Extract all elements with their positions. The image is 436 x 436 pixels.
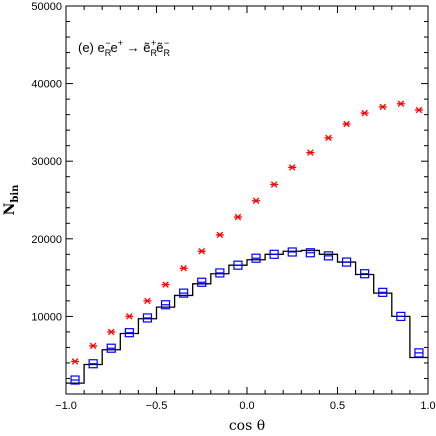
x-tick-label: −1.0 bbox=[55, 400, 77, 412]
red-point bbox=[215, 231, 224, 239]
blue-point bbox=[414, 348, 424, 358]
blue-point bbox=[88, 359, 98, 369]
red-point bbox=[360, 109, 369, 117]
x-tick-label: −0.5 bbox=[146, 400, 168, 412]
red-point bbox=[197, 247, 206, 255]
blue-square-series bbox=[70, 247, 424, 385]
red-asterisk-series bbox=[71, 100, 423, 365]
blue-point bbox=[106, 343, 116, 353]
red-point bbox=[396, 100, 405, 108]
blue-point bbox=[215, 268, 225, 278]
blue-point bbox=[287, 247, 297, 257]
blue-point bbox=[179, 288, 189, 298]
x-tick-label: 0.0 bbox=[239, 400, 254, 412]
blue-point bbox=[378, 287, 388, 297]
histogram-series bbox=[66, 249, 428, 384]
axis-ticks bbox=[65, 5, 429, 395]
x-tick-label: 1.0 bbox=[420, 400, 435, 412]
red-point bbox=[342, 120, 351, 128]
blue-point bbox=[197, 277, 207, 287]
y-tick-labels: 10000 20000 30000 40000 50000 bbox=[31, 1, 62, 323]
x-axis-title: cos θ bbox=[229, 418, 265, 434]
y-tick-label: 30000 bbox=[31, 156, 62, 168]
y-tick-label: 50000 bbox=[31, 1, 62, 13]
red-point bbox=[89, 342, 98, 350]
blue-point bbox=[142, 313, 153, 323]
blue-point bbox=[251, 253, 261, 263]
red-point bbox=[71, 358, 80, 365]
blue-point bbox=[269, 249, 279, 259]
red-point bbox=[125, 313, 134, 320]
red-point bbox=[233, 213, 242, 221]
blue-point bbox=[396, 311, 406, 321]
y-tick-label: 10000 bbox=[31, 311, 62, 323]
blue-point bbox=[360, 269, 370, 279]
blue-point bbox=[160, 300, 171, 310]
y-tick-label: 20000 bbox=[31, 234, 62, 246]
red-point bbox=[414, 106, 423, 114]
red-point bbox=[288, 164, 297, 171]
red-point bbox=[252, 197, 261, 205]
x-tick-label: 0.5 bbox=[330, 400, 345, 412]
red-point bbox=[378, 103, 387, 111]
red-point bbox=[324, 134, 333, 142]
blue-point bbox=[323, 251, 334, 261]
red-point bbox=[107, 328, 116, 336]
red-point bbox=[161, 281, 170, 288]
histogram-line bbox=[66, 249, 428, 384]
x-tick-labels: −1.0 −0.5 0.0 0.5 1.0 bbox=[55, 400, 436, 412]
red-point bbox=[270, 181, 279, 188]
blue-point bbox=[70, 375, 80, 385]
y-tick-label: 40000 bbox=[31, 79, 62, 91]
annotation: (e) eR−e+ → ẽR+ẽR− bbox=[78, 38, 170, 58]
blue-point bbox=[341, 257, 352, 267]
blue-point bbox=[305, 248, 315, 258]
red-point bbox=[143, 297, 152, 305]
blue-point bbox=[233, 260, 243, 270]
y-axis-title: Nbin bbox=[2, 184, 21, 216]
blue-point bbox=[124, 328, 134, 338]
red-point bbox=[179, 265, 188, 272]
red-point bbox=[306, 149, 315, 156]
